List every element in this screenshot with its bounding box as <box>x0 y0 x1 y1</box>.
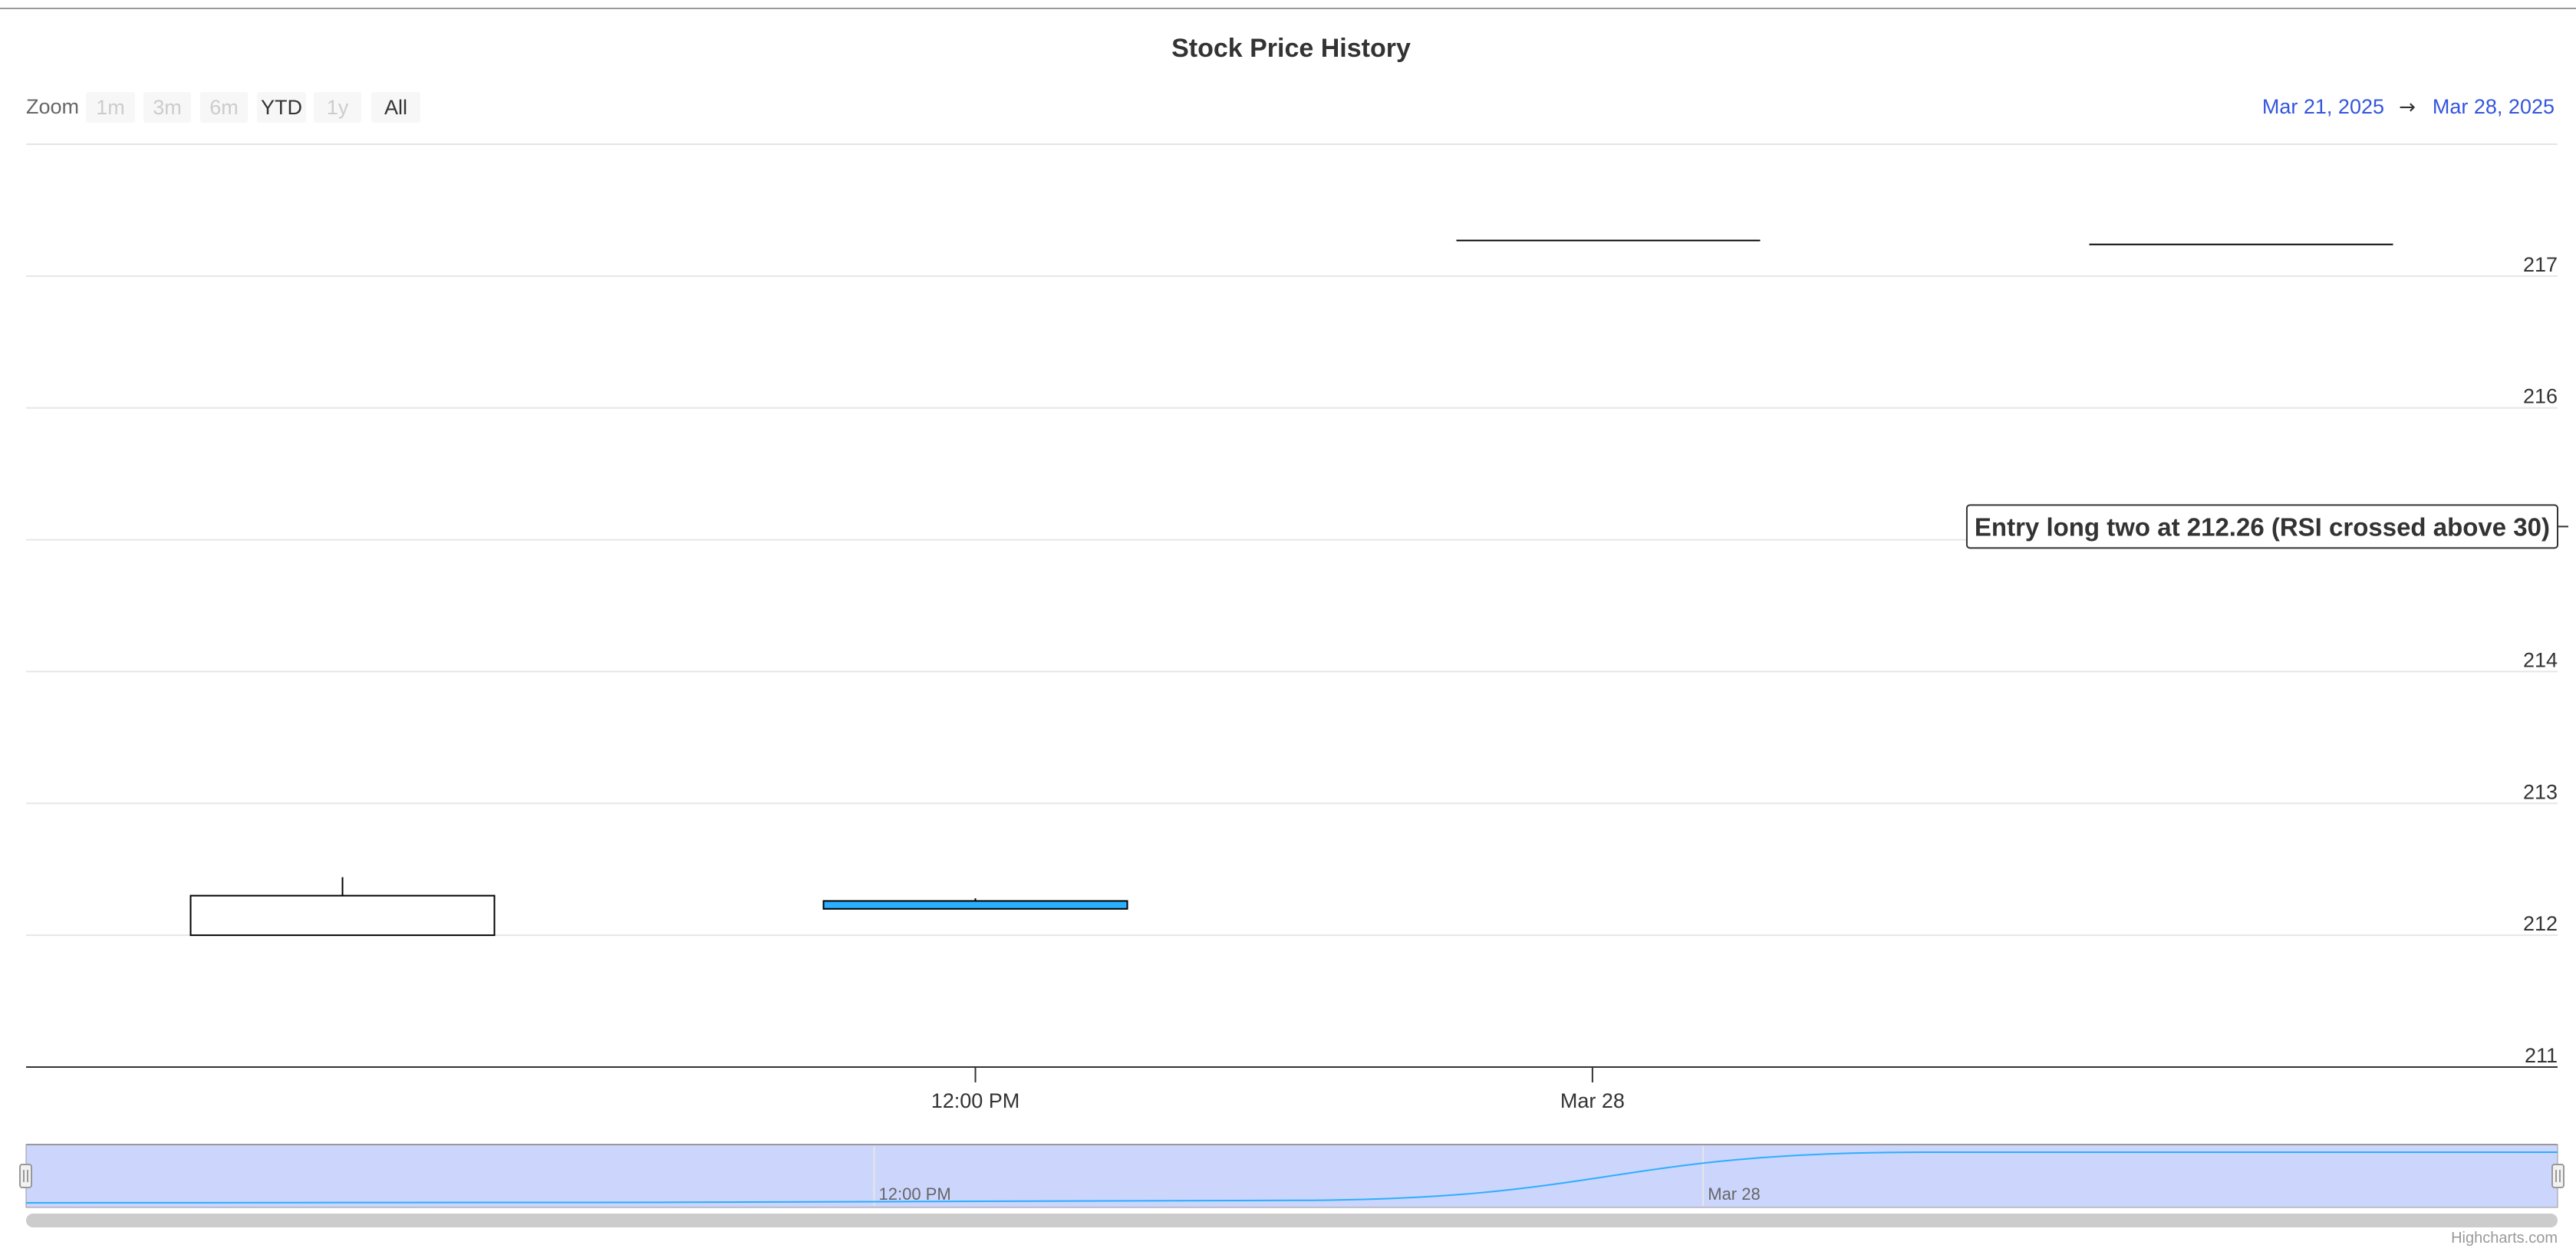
zoom-button-3m[interactable]: 3m <box>143 92 191 123</box>
scrollbar-thumb[interactable] <box>26 1214 2558 1227</box>
zoom-button-bg <box>257 92 306 123</box>
y-tick-label: 212 <box>2523 912 2558 935</box>
y-grid-lines <box>26 143 2558 937</box>
annotation-box <box>1965 504 2558 549</box>
zoom-button-label: 3m <box>153 96 182 119</box>
navigator[interactable]: 12:00 PM Mar 28 <box>19 1144 2564 1208</box>
zoom-button-6m[interactable]: 6m <box>200 92 248 123</box>
zoom-button-bg <box>86 92 135 123</box>
zoom-button-label: All <box>384 96 407 119</box>
y-axis-labels: 211212213214215216217 <box>2523 253 2558 1067</box>
zoom-button-bg <box>143 92 191 123</box>
candle-2[interactable] <box>822 898 1128 910</box>
zoom-button-label: 1m <box>96 96 125 119</box>
y-tick-label: 216 <box>2523 385 2558 408</box>
navigator-tick-label: Mar 28 <box>1708 1184 1760 1204</box>
zoom-button-bg <box>200 92 248 123</box>
navigator-ticks: 12:00 PM Mar 28 <box>873 1146 1761 1206</box>
navigator-handle-left[interactable] <box>19 1164 32 1188</box>
range-to-input[interactable]: Mar 28, 2025 <box>2433 95 2555 118</box>
range-from-input[interactable]: Mar 21, 2025 <box>2262 95 2384 118</box>
trade-annotation: Entry long two at 212.26 (RSI crossed ab… <box>1965 504 2568 549</box>
zoom-buttons: 1m 3m 6m YTD 1y All <box>86 92 420 123</box>
credits-link[interactable]: Highcharts.com <box>2451 1230 2558 1247</box>
y-tick-label: 213 <box>2523 780 2558 803</box>
zoom-button-label: YTD <box>261 96 302 119</box>
navigator-handle-right[interactable] <box>2551 1164 2564 1188</box>
x-axis-labels: 12:00 PM Mar 28 <box>931 1067 1625 1112</box>
candlestick-series <box>189 239 2393 937</box>
x-tick-label: 12:00 PM <box>931 1089 1020 1112</box>
navigator-mask[interactable] <box>25 1144 2558 1208</box>
y-tick-label: 214 <box>2523 648 2558 671</box>
zoom-button-1m[interactable]: 1m <box>86 92 135 123</box>
x-tick-label: Mar 28 <box>1560 1089 1625 1112</box>
annotation-label: Entry long two at 212.26 (RSI crossed ab… <box>1975 512 2550 541</box>
zoom-button-bg <box>314 92 361 123</box>
candle-body <box>189 894 496 937</box>
zoom-button-ytd[interactable]: YTD <box>257 92 306 123</box>
candle-1[interactable] <box>189 877 496 937</box>
zoom-button-bg <box>371 92 420 123</box>
navigator-tick-label: 12:00 PM <box>879 1184 951 1204</box>
range-arrow: → <box>2399 96 2416 119</box>
zoom-label: Zoom <box>26 95 79 118</box>
zoom-button-label: 6m <box>209 96 239 119</box>
navigator-series-line <box>25 1151 2558 1204</box>
zoom-button-label: 1y <box>327 96 349 119</box>
navigator-handle-right-grip[interactable] <box>2551 1164 2564 1188</box>
date-range-display: Mar 21, 2025 → Mar 28, 2025 <box>2262 95 2555 119</box>
candle-body <box>822 900 1128 910</box>
navigator-handle-left-grip[interactable] <box>19 1164 32 1188</box>
y-tick-label: 217 <box>2523 253 2558 276</box>
zoom-button-1y[interactable]: 1y <box>314 92 361 123</box>
zoom-button-all[interactable]: All <box>371 92 420 123</box>
chart-title: Stock Price History <box>1171 34 1411 63</box>
y-tick-label: 211 <box>2525 1044 2558 1067</box>
